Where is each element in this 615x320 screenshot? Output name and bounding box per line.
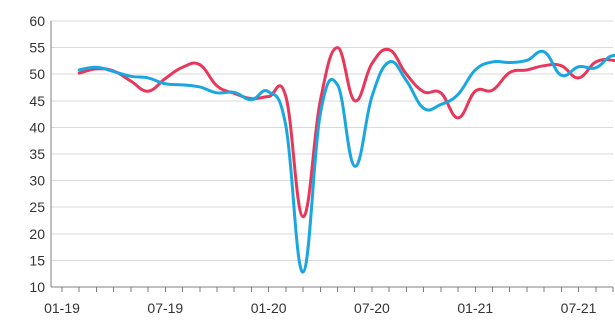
y-tick-label: 45 xyxy=(29,93,45,109)
y-tick-label: 55 xyxy=(29,40,45,56)
axes xyxy=(50,21,614,292)
gridlines xyxy=(51,20,613,261)
x-tick-label: 01-21 xyxy=(457,300,493,316)
x-tick-label: 01-19 xyxy=(44,300,80,316)
series-line-2 xyxy=(77,49,615,274)
y-tick-label: 15 xyxy=(29,252,45,268)
y-tick-label: 25 xyxy=(29,199,45,215)
y-tick-label: 30 xyxy=(29,173,45,189)
y-tick-label: 50 xyxy=(29,66,45,82)
y-tick-label: 10 xyxy=(29,279,45,295)
y-tick-label: 40 xyxy=(29,119,45,135)
x-tick-label: 07-21 xyxy=(561,300,597,316)
y-tick-label: 20 xyxy=(29,226,45,242)
x-tick-label: 01-20 xyxy=(251,300,287,316)
tick-labels: 10 15 20 25 30 35 40 45 50 55 60 01-19 07-19 01-20 07-… xyxy=(29,13,596,316)
series-lines xyxy=(77,46,615,274)
x-tick-label: 07-19 xyxy=(147,300,183,316)
y-tick-label: 60 xyxy=(29,13,45,29)
y-tick-label: 35 xyxy=(29,146,45,162)
x-tick-label: 07-20 xyxy=(354,300,390,316)
series-line-1 xyxy=(77,46,615,219)
